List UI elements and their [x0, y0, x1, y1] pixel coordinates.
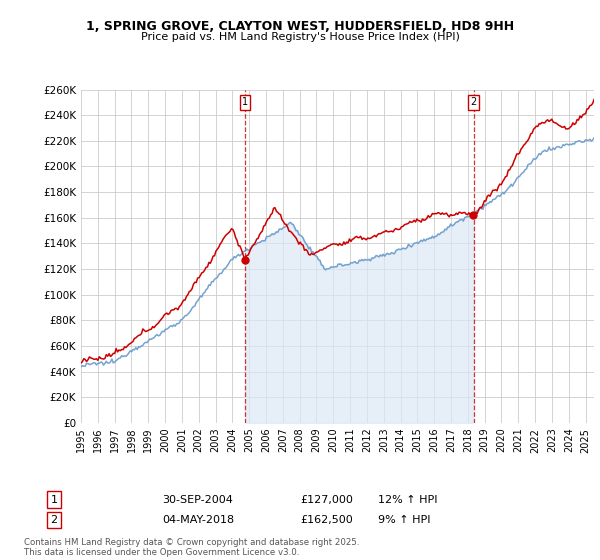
Text: Price paid vs. HM Land Registry's House Price Index (HPI): Price paid vs. HM Land Registry's House …: [140, 32, 460, 42]
Text: 2: 2: [50, 515, 58, 525]
Text: 1: 1: [50, 494, 58, 505]
Text: 30-SEP-2004: 30-SEP-2004: [162, 494, 233, 505]
Text: 1, SPRING GROVE, CLAYTON WEST, HUDDERSFIELD, HD8 9HH: 1, SPRING GROVE, CLAYTON WEST, HUDDERSFI…: [86, 20, 514, 32]
Text: £127,000: £127,000: [300, 494, 353, 505]
Text: 1: 1: [242, 97, 248, 108]
Text: 12% ↑ HPI: 12% ↑ HPI: [378, 494, 437, 505]
Text: 04-MAY-2018: 04-MAY-2018: [162, 515, 234, 525]
Text: Contains HM Land Registry data © Crown copyright and database right 2025.
This d: Contains HM Land Registry data © Crown c…: [24, 538, 359, 557]
Text: £162,500: £162,500: [300, 515, 353, 525]
Text: 2: 2: [470, 97, 477, 108]
Text: 9% ↑ HPI: 9% ↑ HPI: [378, 515, 431, 525]
